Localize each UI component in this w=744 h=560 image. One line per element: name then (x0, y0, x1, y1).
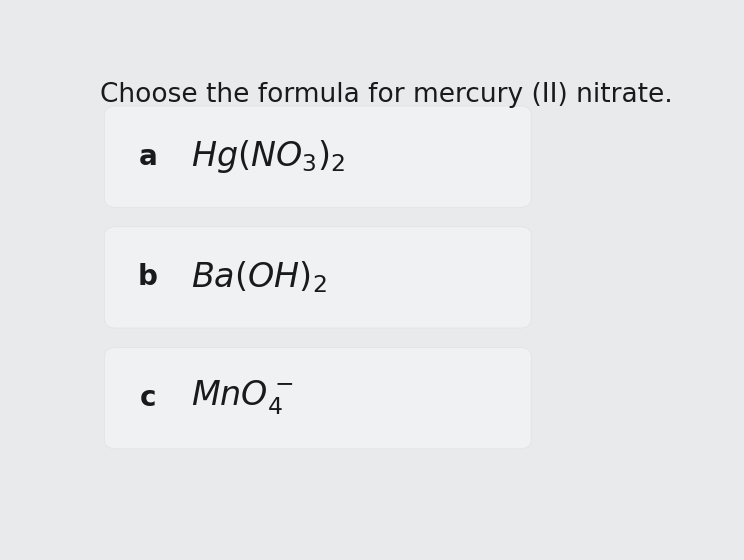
FancyBboxPatch shape (104, 227, 531, 328)
Text: a: a (138, 143, 157, 171)
Text: $\mathit{MnO_4^-}$: $\mathit{MnO_4^-}$ (191, 379, 293, 417)
Text: b: b (138, 263, 158, 291)
Text: Choose the formula for mercury (II) nitrate.: Choose the formula for mercury (II) nitr… (100, 82, 673, 108)
Text: $\mathit{Ba(OH)_2}$: $\mathit{Ba(OH)_2}$ (191, 259, 327, 295)
FancyBboxPatch shape (104, 347, 531, 449)
Text: $\mathit{Hg(NO_3)_2}$: $\mathit{Hg(NO_3)_2}$ (191, 138, 345, 175)
Text: c: c (140, 384, 156, 412)
FancyBboxPatch shape (104, 106, 531, 207)
